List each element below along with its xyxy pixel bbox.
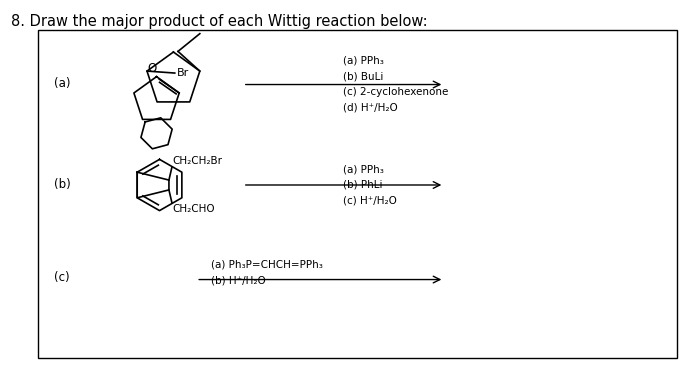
Text: (c): (c)	[55, 271, 70, 284]
Text: 8. Draw the major product of each Wittig reaction below:: 8. Draw the major product of each Wittig…	[10, 14, 427, 29]
Text: (c) 2-cyclohexenone: (c) 2-cyclohexenone	[343, 87, 449, 97]
Text: Br: Br	[177, 68, 189, 78]
Text: O: O	[147, 62, 156, 75]
Text: CH₂CHO: CH₂CHO	[172, 204, 214, 214]
Text: (b) PhLi: (b) PhLi	[343, 180, 383, 190]
Text: (a) Ph₃P=CHCH=PPh₃: (a) Ph₃P=CHCH=PPh₃	[211, 260, 323, 270]
Text: (b) BuLi: (b) BuLi	[343, 72, 384, 82]
Text: (a) PPh₃: (a) PPh₃	[343, 56, 384, 66]
Text: CH₂CH₂Br: CH₂CH₂Br	[172, 156, 222, 166]
Text: (d) H⁺/H₂O: (d) H⁺/H₂O	[343, 102, 398, 112]
Text: (a) PPh₃: (a) PPh₃	[343, 164, 384, 174]
Text: (b): (b)	[55, 177, 71, 190]
Text: (b) H⁺/H₂O: (b) H⁺/H₂O	[211, 276, 266, 286]
Text: (c) H⁺/H₂O: (c) H⁺/H₂O	[343, 196, 397, 206]
Text: (a): (a)	[55, 77, 71, 90]
